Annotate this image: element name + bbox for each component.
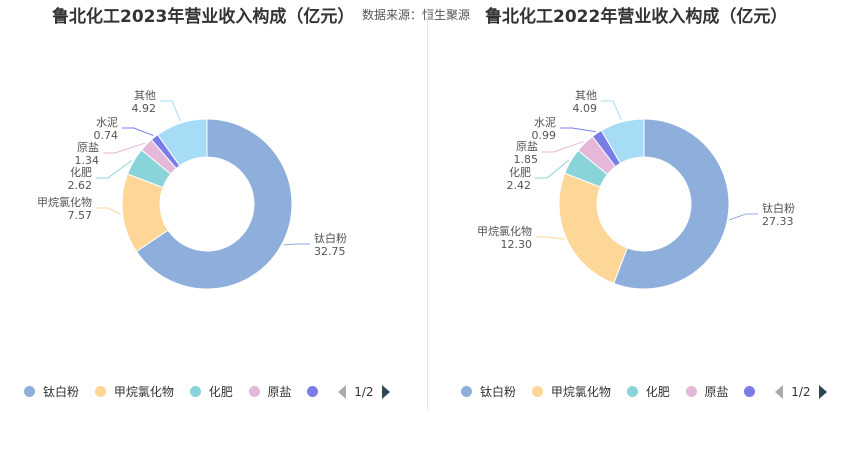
legend-label: 甲烷氯化物	[113, 385, 174, 399]
slice-label-shuini: 水泥	[96, 116, 118, 129]
slice-qita[interactable]	[600, 118, 645, 165]
slice-taibaifen[interactable]	[135, 118, 293, 290]
legend-next-page-icon[interactable]	[818, 384, 827, 399]
slice-value-taibaifen: 27.33	[762, 215, 794, 228]
legend-label: 钛白粉	[43, 385, 80, 399]
legend-marker	[248, 386, 260, 397]
slice-label-huafei: 化肥	[70, 165, 92, 179]
legend-marker	[685, 386, 697, 397]
chart-2022: 钛白粉 27.33 甲烷氯化物 12.30 化肥 2.42 原盐 1.85 水泥 0.99 其他 4.…	[425, 0, 850, 458]
label-leader-line	[122, 127, 154, 137]
legend-marker	[626, 386, 638, 397]
chart-title-2023: 鲁北化工2023年营业收入构成（亿元）	[52, 7, 355, 27]
legend-page-indicator: 1/2	[791, 384, 811, 399]
legend-item-jiawanlvhuawu[interactable]: 甲烷氯化物	[94, 383, 174, 400]
legend-item-yuanyan[interactable]: 原盐	[248, 383, 292, 400]
legend-label: 化肥	[645, 385, 670, 399]
legend-2023: 钛白粉 甲烷氯化物 化肥 原盐 1/2	[24, 383, 390, 403]
label-leader-line	[160, 100, 181, 122]
legend-item-huafei[interactable]: 化肥	[626, 383, 670, 400]
legend-label: 甲烷氯化物	[550, 385, 611, 399]
slice-value-qita: 4.92	[132, 102, 157, 115]
legend-label: 钛白粉	[480, 385, 517, 399]
slice-value-jiawanlvhuawu: 12.30	[501, 238, 533, 251]
legend-marker	[94, 386, 106, 397]
slice-value-huafei: 2.42	[507, 179, 532, 192]
legend-item-huafei[interactable]: 化肥	[189, 383, 233, 400]
slice-value-taibaifen: 32.75	[314, 245, 346, 258]
legend-pager: 1/2	[775, 384, 827, 399]
legend-label: 化肥	[208, 385, 233, 399]
slice-label-jiawanlvhuawu: 甲烷氯化物	[477, 224, 532, 238]
label-leader-line	[96, 159, 133, 179]
label-leader-line	[283, 243, 310, 246]
label-leader-line	[103, 142, 145, 154]
legend-prev-page-icon[interactable]	[338, 384, 347, 399]
slice-value-huafei: 2.62	[68, 179, 93, 192]
slice-qita[interactable]	[156, 118, 208, 167]
slice-label-taibaifen: 钛白粉	[762, 201, 795, 215]
legend-item-taibaifen[interactable]: 钛白粉	[461, 383, 516, 400]
label-leader-line	[601, 100, 622, 121]
slice-label-jiawanlvhuawu: 甲烷氯化物	[37, 195, 92, 209]
slice-value-shuini: 0.74	[94, 129, 119, 142]
slice-label-taibaifen: 钛白粉	[314, 231, 347, 245]
legend-page-indicator: 1/2	[354, 384, 374, 399]
slice-label-qita: 其他	[575, 89, 597, 102]
legend-label: 原盐	[267, 385, 292, 399]
legend-marker	[531, 386, 543, 397]
legend-item-shuini[interactable]	[744, 386, 763, 397]
legend-marker	[189, 386, 201, 397]
label-leader-line	[536, 236, 565, 240]
panel-divider	[427, 10, 428, 410]
legend-pager: 1/2	[338, 384, 390, 399]
slice-label-qita: 其他	[134, 89, 156, 102]
legend-item-yuanyan[interactable]: 原盐	[685, 383, 729, 400]
legend-prev-page-icon[interactable]	[775, 384, 784, 399]
slice-label-huafei: 化肥	[509, 165, 531, 179]
legend-item-jiawanlvhuawu[interactable]: 甲烷氯化物	[531, 383, 611, 400]
legend-marker	[461, 386, 472, 397]
data-source-label: 数据来源：恒生聚源	[362, 8, 471, 22]
legend-item-shuini[interactable]	[307, 386, 326, 397]
label-leader-line	[560, 127, 596, 133]
label-leader-line	[729, 213, 758, 221]
slice-label-yuanyan: 原盐	[77, 141, 99, 154]
slice-value-yuanyan: 1.85	[514, 153, 539, 166]
legend-next-page-icon[interactable]	[381, 384, 390, 399]
legend-label: 原盐	[704, 385, 729, 399]
slice-label-shuini: 水泥	[534, 116, 556, 129]
legend-marker	[24, 386, 35, 397]
chart-title-2022: 鲁北化工2022年营业收入构成（亿元）	[485, 7, 788, 27]
slice-value-jiawanlvhuawu: 7.57	[68, 209, 93, 222]
label-leader-line	[542, 141, 584, 153]
label-leader-line	[96, 207, 121, 215]
legend-2022: 钛白粉 甲烷氯化物 化肥 原盐 1/2	[461, 383, 827, 403]
legend-item-taibaifen[interactable]: 钛白粉	[24, 383, 79, 400]
slice-taibaifen[interactable]	[613, 118, 730, 290]
label-leader-line	[535, 159, 570, 179]
legend-marker	[307, 386, 319, 397]
chart-2023: 钛白粉 32.75 甲烷氯化物 7.57 化肥 2.62 原盐 1.34 水泥 0.74 其他 4.9…	[24, 7, 470, 403]
legend-marker	[744, 386, 756, 397]
slice-label-yuanyan: 原盐	[516, 140, 538, 153]
slice-value-yuanyan: 1.34	[75, 154, 100, 167]
slice-value-qita: 4.09	[573, 102, 598, 115]
slice-jiawanlvhuawu[interactable]	[558, 172, 628, 285]
slice-value-shuini: 0.99	[532, 129, 557, 142]
